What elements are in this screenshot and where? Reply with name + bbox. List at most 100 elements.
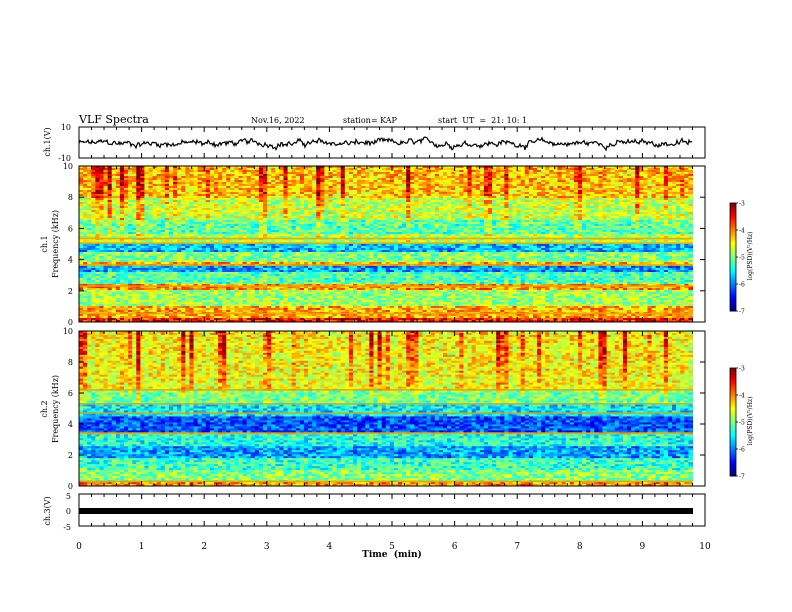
spectrogram-cell: [348, 178, 354, 181]
spectrogram-cell: [381, 184, 387, 187]
spectrogram-cell: [295, 180, 301, 183]
spectrogram-cell: [238, 170, 244, 173]
spectrogram-cell: [463, 176, 469, 179]
spectrogram-cell: [516, 166, 522, 169]
spectrogram-cell: [83, 188, 88, 191]
spectrogram-cell: [103, 186, 109, 189]
spectrogram-cell: [205, 170, 211, 173]
spectrogram-cell: [320, 186, 325, 189]
spectrogram-cell: [663, 186, 669, 189]
spectrogram-cell: [291, 172, 297, 175]
spectrogram-cell: [459, 180, 465, 183]
spectrogram-cell: [557, 182, 563, 185]
spectrogram-cell: [348, 172, 354, 175]
spectrogram-cell: [410, 168, 415, 171]
spectrogram-cell: [598, 178, 604, 181]
spectrogram-cell: [676, 168, 681, 171]
spectrogram-cell: [528, 168, 534, 171]
spectrogram-cell: [643, 184, 649, 187]
spectrogram-cell: [303, 170, 309, 173]
spectrogram-cell: [324, 168, 330, 171]
spectrogram-cell: [627, 182, 632, 185]
spectrogram-cell: [475, 168, 481, 171]
spectrogram-cell: [655, 178, 661, 181]
spectrogram-cell: [500, 184, 505, 187]
spectrogram-cell: [647, 184, 653, 187]
spectrogram-cell: [389, 174, 395, 177]
spectrogram-cell: [197, 178, 203, 181]
spectrogram-cell: [99, 176, 105, 179]
spectrogram-cell: [111, 176, 117, 179]
spectrogram-cell: [381, 178, 387, 181]
spectrogram-cell: [164, 180, 170, 183]
spectrogram-cell: [279, 186, 285, 189]
spectrogram-cell: [213, 176, 219, 179]
spectrogram-cell: [299, 166, 305, 169]
spectrogram-cell: [230, 180, 236, 183]
spectrogram-cell: [173, 174, 178, 177]
spectrogram-cell: [87, 184, 92, 187]
spectrogram-cell: [651, 174, 657, 177]
spectrogram-cell: [504, 184, 510, 187]
spectrogram-cell: [635, 166, 640, 169]
spectrogram-cell: [659, 174, 665, 177]
spectrogram-cell: [553, 168, 559, 171]
spectrogram-cell: [115, 170, 121, 173]
spectrogram-cell: [238, 174, 244, 177]
spectrogram-cell: [672, 186, 677, 189]
spectrogram-cell: [451, 180, 456, 183]
spectrogram-cell: [586, 168, 591, 171]
spectrogram-cell: [479, 166, 485, 169]
spectrogram-cell: [422, 176, 428, 179]
spectrogram-cell: [672, 184, 677, 187]
spectrogram-cell: [541, 172, 546, 175]
spectrogram-cell: [132, 168, 137, 171]
spectrogram-cell: [95, 166, 101, 169]
spectrogram-cell: [213, 184, 219, 187]
spectrogram-cell: [177, 172, 182, 175]
spectrogram-cell: [438, 178, 444, 181]
spectrogram-cell: [234, 170, 240, 173]
spectrogram-cell: [365, 174, 370, 177]
spectrogram-cell: [483, 180, 489, 183]
spectrogram-cell: [463, 184, 469, 187]
spectrogram-cell: [402, 168, 407, 171]
spectrogram-cell: [557, 172, 563, 175]
spectrogram-cell: [181, 166, 186, 169]
spectrogram-cell: [602, 178, 608, 181]
spectrogram-cell: [344, 186, 350, 189]
spectrogram-cell: [467, 180, 473, 183]
spectrogram-cell: [586, 180, 591, 183]
spectrogram-cell: [177, 188, 182, 191]
spectrogram-cell: [283, 172, 289, 175]
spectrogram-cell: [438, 172, 444, 175]
spectrogram-cell: [618, 172, 624, 175]
spectrogram-cell: [463, 186, 469, 189]
spectrogram-cell: [565, 178, 571, 181]
spectrogram-cell: [164, 168, 170, 171]
spectrogram-cell: [283, 174, 289, 177]
spectrogram-cell: [549, 168, 555, 171]
spectrogram-cell: [389, 178, 395, 181]
spectrogram-cell: [438, 176, 444, 179]
spectrogram-cell: [663, 166, 669, 169]
spectrogram-cell: [410, 170, 415, 173]
spectrogram-cell: [500, 168, 505, 171]
spectrogram-cell: [316, 180, 321, 183]
spectrogram-cell: [185, 184, 191, 187]
spectrogram-cell: [422, 182, 428, 185]
spectrogram-cell: [377, 184, 383, 187]
spectrogram-cell: [422, 178, 428, 181]
spectrogram-cell: [238, 176, 244, 179]
spectrogram-cell: [483, 170, 489, 173]
spectrogram-cell: [512, 178, 518, 181]
spectrogram-cell: [250, 174, 256, 177]
spectrogram-cell: [545, 166, 550, 169]
spectrogram-cell: [263, 184, 268, 187]
spectrogram-cell: [549, 178, 555, 181]
spectrogram-cell: [492, 184, 497, 187]
spectrogram-cell: [402, 170, 407, 173]
spectrogram-cell: [512, 166, 518, 169]
spectrogram-cell: [594, 178, 600, 181]
spectrogram-cell: [647, 182, 653, 185]
